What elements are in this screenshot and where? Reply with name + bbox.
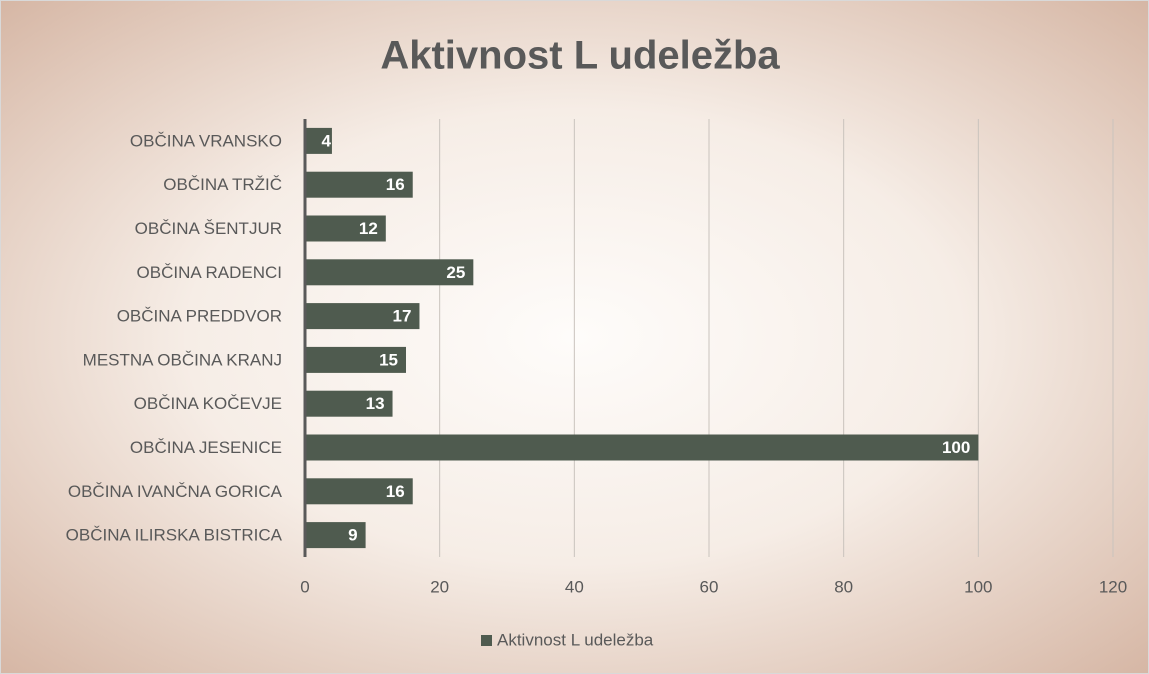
data-label: 16 xyxy=(386,482,405,501)
data-label: 100 xyxy=(942,438,970,457)
data-label: 4 xyxy=(322,131,332,150)
x-tick-label: 20 xyxy=(430,577,449,596)
bar xyxy=(305,478,413,505)
y-tick-label: MESTNA OBČINA KRANJ xyxy=(83,350,282,369)
bar xyxy=(305,127,332,154)
x-tick-label: 120 xyxy=(1099,577,1127,596)
bar xyxy=(305,434,979,461)
y-tick-label: OBČINA RADENCI xyxy=(137,263,282,282)
bar xyxy=(305,171,413,198)
y-tick-label: OBČINA JESENICE xyxy=(130,438,282,457)
x-tick-label: 80 xyxy=(834,577,853,596)
x-tick-label: 0 xyxy=(300,577,309,596)
y-tick-label: OBČINA ŠENTJUR xyxy=(135,219,282,238)
bar xyxy=(305,522,366,549)
data-label: 17 xyxy=(393,307,412,326)
bar xyxy=(305,215,386,242)
data-label: 15 xyxy=(379,350,398,369)
bar xyxy=(305,303,420,330)
data-label: 25 xyxy=(446,263,465,282)
x-tick-label: 40 xyxy=(565,577,584,596)
data-label: 12 xyxy=(359,219,378,238)
bar xyxy=(305,259,474,286)
legend-swatch xyxy=(481,635,492,646)
bar xyxy=(305,346,406,373)
x-tick-label: 100 xyxy=(964,577,992,596)
y-tick-label: OBČINA VRANSKO xyxy=(130,131,282,150)
legend-label: Aktivnost L udeležba xyxy=(497,630,654,649)
y-tick-label: OBČINA KOČEVJE xyxy=(134,394,282,413)
y-tick-label: OBČINA IVANČNA GORICA xyxy=(68,482,283,501)
y-tick-label: OBČINA ILIRSKA BISTRICA xyxy=(66,526,283,545)
data-label: 9 xyxy=(348,526,357,545)
data-label: 16 xyxy=(386,175,405,194)
y-tick-label: OBČINA PREDDVOR xyxy=(117,307,282,326)
bar xyxy=(305,390,393,417)
chart-title: Aktivnost L udeležba xyxy=(380,34,780,78)
data-label: 13 xyxy=(366,394,385,413)
y-tick-label: OBČINA TRŽIČ xyxy=(163,175,282,194)
x-tick-label: 60 xyxy=(700,577,719,596)
